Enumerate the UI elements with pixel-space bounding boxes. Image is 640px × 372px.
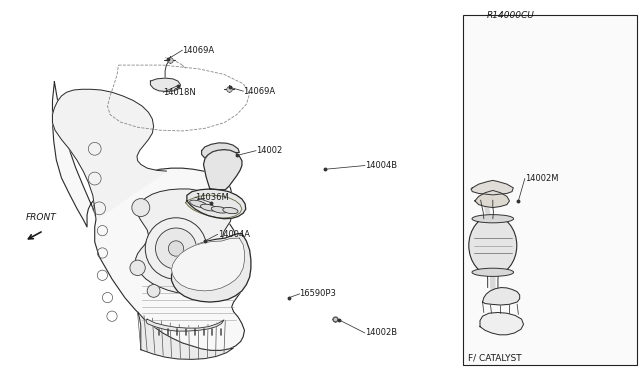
Circle shape [145,218,207,279]
Text: 14018N: 14018N [163,88,196,97]
Polygon shape [475,190,509,208]
Circle shape [207,200,222,215]
Polygon shape [150,78,180,92]
Ellipse shape [189,200,207,208]
Circle shape [156,228,196,269]
Polygon shape [471,180,513,195]
Ellipse shape [211,206,228,213]
Ellipse shape [468,216,516,275]
Polygon shape [202,143,239,158]
Text: 14069A: 14069A [243,87,275,96]
Ellipse shape [472,268,513,276]
Text: 14036M: 14036M [195,193,229,202]
Circle shape [209,260,224,276]
Ellipse shape [200,204,217,211]
Ellipse shape [223,208,238,214]
Polygon shape [172,234,251,302]
Circle shape [147,285,160,297]
Polygon shape [186,195,242,218]
Text: F/ CATALYST: F/ CATALYST [468,353,522,362]
Text: FRONT: FRONT [26,214,56,222]
Polygon shape [480,312,524,335]
Text: 14002B: 14002B [365,328,397,337]
Circle shape [198,285,211,297]
Ellipse shape [472,215,513,223]
Text: 14004B: 14004B [365,161,397,170]
Polygon shape [204,150,242,190]
Text: 14069A: 14069A [182,46,214,55]
Polygon shape [172,238,244,291]
Text: 14002M: 14002M [525,174,558,183]
Text: 14002: 14002 [256,146,282,155]
Circle shape [132,199,150,217]
Text: R14000CU: R14000CU [486,12,534,20]
Circle shape [168,241,184,256]
Polygon shape [52,82,244,350]
Circle shape [130,260,145,276]
Polygon shape [187,189,246,219]
Text: 14004A: 14004A [218,230,250,239]
Polygon shape [483,288,520,305]
Polygon shape [52,89,166,219]
Bar [463,15,637,365]
Polygon shape [138,312,234,359]
Polygon shape [136,189,242,298]
Polygon shape [146,319,224,331]
Text: 16590P3: 16590P3 [300,289,337,298]
